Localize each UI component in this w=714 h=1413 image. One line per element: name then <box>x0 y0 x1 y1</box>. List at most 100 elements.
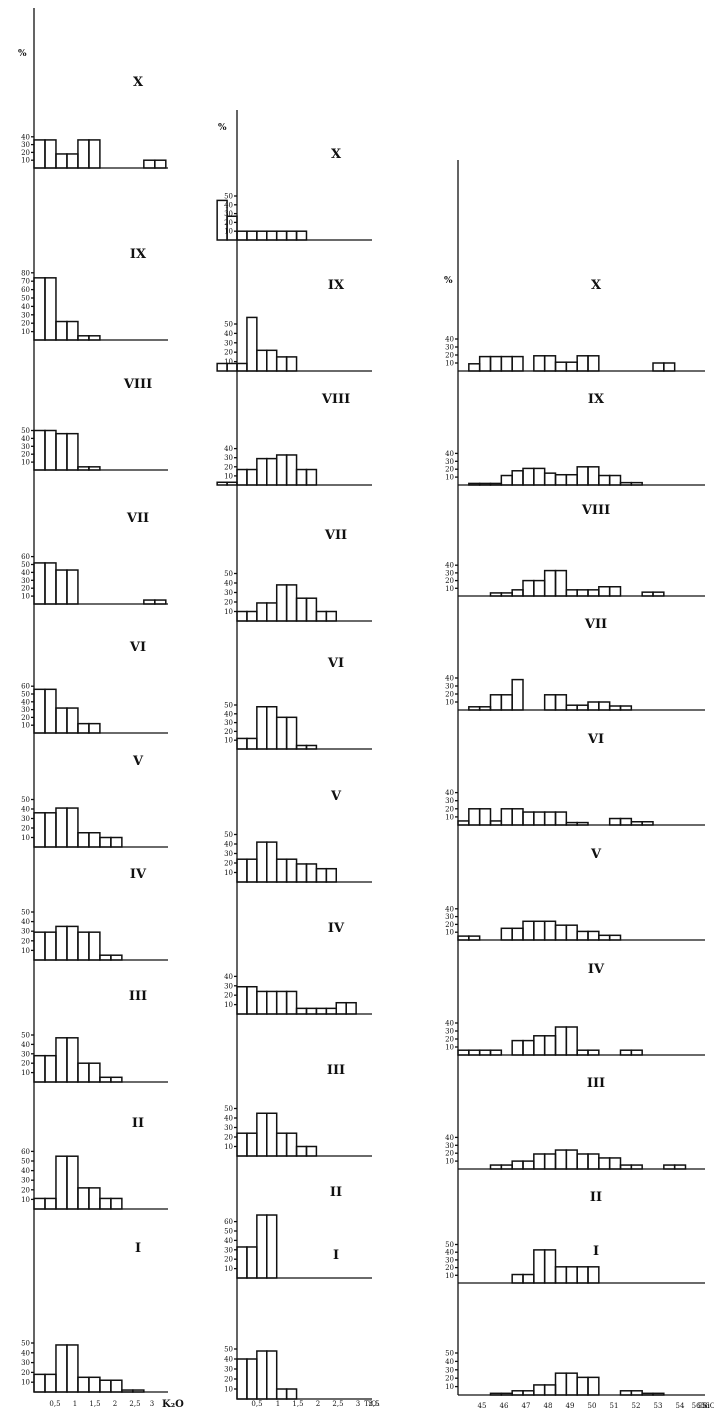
y-tick-label: 40 <box>224 841 233 849</box>
histogram-bar <box>88 931 101 961</box>
histogram-bar <box>489 694 503 711</box>
histogram-bar <box>565 1149 578 1170</box>
histogram-bar <box>554 1149 568 1170</box>
y-tick-label: 10 <box>224 1386 233 1394</box>
y-tick-label: 50 <box>21 691 30 699</box>
y-tick-label: 30 <box>21 928 30 936</box>
histogram-bar <box>44 139 57 169</box>
histogram-bar <box>511 589 524 597</box>
y-tick-label: 10 <box>224 1001 233 1009</box>
y-tick-label: 30 <box>445 1142 454 1150</box>
y-tick-label: 30 <box>21 706 30 714</box>
histogram-bar <box>236 985 248 1015</box>
histogram-bar <box>99 1197 112 1210</box>
histogram-bar <box>457 935 470 941</box>
histogram-bar <box>132 1389 145 1393</box>
y-tick-label: 40 <box>445 1134 454 1142</box>
histogram-bar <box>295 1145 308 1157</box>
y-unit-label: % <box>444 276 453 286</box>
histogram-bar <box>554 811 568 826</box>
histogram-bar <box>44 931 57 961</box>
histogram-bar <box>500 927 513 941</box>
histogram-bar <box>143 599 156 605</box>
y-tick-label: 10 <box>21 1069 30 1077</box>
y-tick-label: 40 <box>224 580 233 588</box>
histogram-label: I <box>593 1244 599 1259</box>
histogram-bar <box>587 355 600 372</box>
y-tick-label: 70 <box>21 278 30 286</box>
histogram-bar <box>99 1076 112 1083</box>
histogram-bar <box>236 1358 248 1400</box>
histogram-bar <box>88 139 101 169</box>
histogram-bar <box>543 694 557 711</box>
histogram-bar <box>587 1153 600 1170</box>
y-tick-label: 50 <box>224 570 233 578</box>
x-tick-label: 0,5 <box>251 1400 262 1408</box>
histogram-label: VII <box>126 511 149 526</box>
histogram-bar <box>44 562 57 605</box>
histogram-bar <box>266 602 278 622</box>
histogram-bar <box>236 737 248 750</box>
histogram-bar <box>543 811 557 826</box>
histogram-bar <box>236 362 248 372</box>
y-tick-label: 50 <box>445 1241 454 1249</box>
histogram-bar <box>256 457 268 486</box>
histogram-bar <box>500 592 513 597</box>
histogram-bar <box>275 990 288 1015</box>
histogram-bar <box>275 1388 288 1400</box>
histogram-bar <box>295 863 308 883</box>
histogram-bar <box>236 230 248 241</box>
y-tick-label: 20 <box>224 349 233 357</box>
histogram-bar <box>226 215 238 241</box>
histogram-label: III <box>587 1076 605 1091</box>
histogram-bar <box>608 817 622 826</box>
histogram-bar <box>457 820 470 826</box>
y-tick-label: 20 <box>224 1134 233 1142</box>
histogram-bar <box>576 466 589 486</box>
y-tick-label: 20 <box>21 320 30 328</box>
y-tick-label: 10 <box>224 1143 233 1151</box>
y-tick-label: 40 <box>224 330 233 338</box>
histogram-label: V <box>590 847 602 862</box>
histogram-label: IX <box>588 392 605 407</box>
histogram-bar <box>511 808 524 826</box>
histogram-bar <box>500 1392 513 1396</box>
histogram-bar <box>55 320 68 341</box>
y-tick-label: 50 <box>21 561 30 569</box>
x-tick-label: 47 <box>522 1402 531 1410</box>
histogram-bar <box>236 1132 248 1157</box>
histogram-label: IV <box>588 962 605 977</box>
y-tick-label: 50 <box>21 1032 30 1040</box>
histogram-bar <box>110 954 123 961</box>
y-tick-label: 80 <box>21 269 30 277</box>
histogram-bar <box>55 1037 68 1083</box>
histogram-label: II <box>330 1185 342 1200</box>
histogram-bar <box>88 335 101 341</box>
histogram-bar <box>266 841 278 883</box>
histogram-bar <box>266 1112 278 1157</box>
histogram-column-k2o: %10203040X1020304050607080IX1020304050VI… <box>18 8 184 1410</box>
y-tick-label: 20 <box>445 466 454 474</box>
histogram-bar <box>88 722 101 734</box>
histogram-bar <box>44 688 57 734</box>
histogram-bar <box>266 1214 278 1279</box>
y-tick-label: 40 <box>21 435 30 443</box>
histogram-bar <box>457 1049 470 1056</box>
histogram-bar <box>533 579 546 597</box>
histogram-label: VI <box>129 640 146 655</box>
histogram-bar <box>489 820 503 826</box>
x-tick-label: 52 <box>632 1402 641 1410</box>
y-tick-label: 10 <box>224 228 233 236</box>
histogram-bar <box>630 481 643 486</box>
y-tick-label: 10 <box>21 459 30 467</box>
y-tick-label: 20 <box>445 1036 454 1044</box>
